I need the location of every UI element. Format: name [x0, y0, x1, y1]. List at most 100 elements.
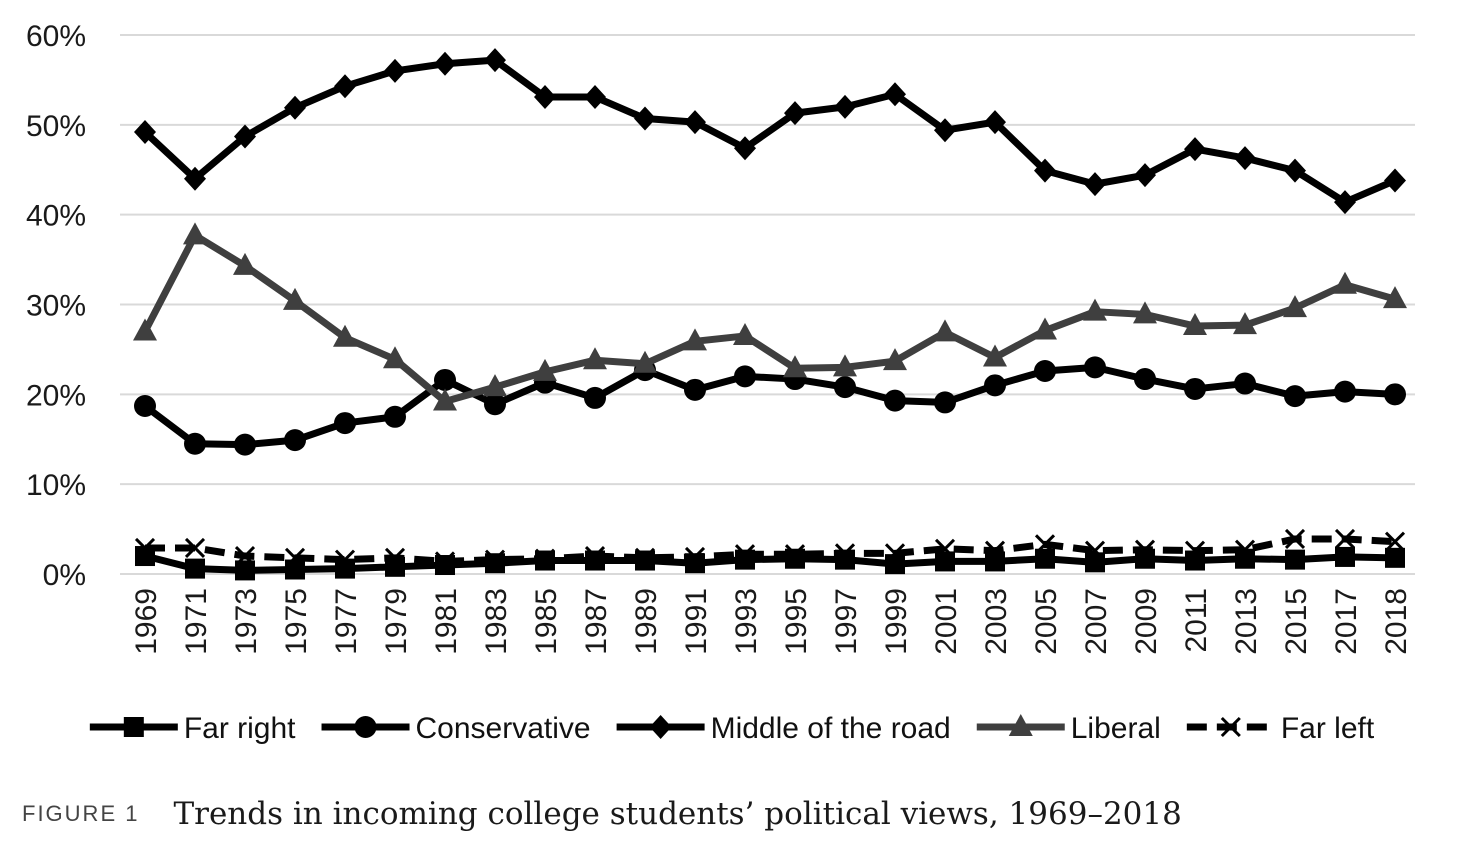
series-line-middle-of-the-road [142, 56, 1397, 206]
data-point-conservative [434, 368, 456, 391]
data-point-liberal [1183, 313, 1207, 336]
data-point-middle-of-the-road [1284, 158, 1306, 183]
data-point-conservative [184, 432, 206, 455]
legend-marker [354, 716, 377, 738]
x-stroke [1284, 528, 1306, 550]
y-axis-tick-labels: 0% 10% 20% 30% 40% 50% 60% [26, 20, 86, 592]
legend-item-liberal: Liberal [976, 712, 1161, 745]
data-point-middle-of-the-road [234, 124, 256, 149]
data-point-liberal [433, 388, 457, 411]
legend-item-far-right: Far right [89, 712, 296, 745]
x-stroke [434, 551, 456, 572]
data-point-liberal [1083, 298, 1107, 321]
series-far-right [135, 546, 1405, 581]
x-tick-label: 1979 [380, 588, 413, 655]
data-point-conservative [1284, 385, 1306, 408]
data-point-far-left [784, 544, 806, 565]
x-tick-label: 2009 [1130, 588, 1163, 655]
x-stroke [484, 549, 506, 570]
data-point-conservative [1034, 359, 1056, 382]
x-tick-label: 1983 [480, 588, 513, 655]
data-point-conservative [834, 376, 856, 399]
x-stroke [684, 546, 706, 567]
data-point-conservative [1384, 383, 1406, 406]
series-line-conservative [142, 363, 1396, 449]
data-point-conservative [934, 391, 956, 414]
data-point-far-left [434, 551, 456, 572]
figure-caption: FIGURE 1 Trends in incoming college stud… [22, 796, 1182, 832]
data-point-far-left [984, 540, 1006, 561]
legend: Far right Conservative Middle of the road L… [89, 712, 1375, 745]
data-point-far-left [634, 547, 656, 568]
data-point-far-right [285, 559, 305, 580]
data-point-middle-of-the-road [984, 110, 1006, 135]
data-point-middle-of-the-road [634, 106, 656, 131]
data-point-liberal [183, 222, 207, 245]
data-point-far-left [884, 543, 906, 564]
x-tick-label: 1985 [530, 588, 563, 655]
data-point-conservative [384, 405, 406, 428]
data-point-middle-of-the-road [334, 74, 356, 99]
data-point-far-left [1234, 539, 1256, 560]
data-point-middle-of-the-road [484, 48, 506, 73]
data-point-far-right [1285, 549, 1305, 570]
x-tick-label: 2017 [1330, 588, 1363, 655]
data-point-conservative [1134, 368, 1156, 391]
data-point-conservative [984, 374, 1006, 397]
x-tick-label: 2007 [1080, 588, 1113, 655]
x-tick-label: 2003 [980, 588, 1013, 655]
data-point-liberal [333, 324, 357, 347]
x-stroke [1220, 716, 1241, 738]
x-stroke [1184, 540, 1206, 561]
data-point-liberal [283, 287, 307, 310]
data-point-conservative [1184, 377, 1206, 400]
data-point-middle-of-the-road [884, 82, 906, 107]
data-point-liberal [833, 354, 857, 377]
data-point-middle-of-the-road [134, 120, 156, 145]
data-point-far-right [885, 554, 905, 575]
data-point-far-left [234, 545, 256, 567]
data-point-far-left [1084, 540, 1106, 561]
legend-item-far-left: Far left [1186, 712, 1375, 745]
x-stroke [834, 543, 856, 564]
y-tick-label: 30% [26, 290, 86, 323]
data-point-middle-of-the-road [184, 166, 206, 191]
data-point-liberal [633, 350, 657, 373]
legend-item-middle-of-the-road: Middle of the road [616, 712, 951, 745]
data-point-liberal [733, 322, 757, 345]
legend-marker [1008, 714, 1033, 736]
x-stroke [984, 540, 1006, 561]
data-point-far-right [1385, 547, 1405, 568]
data-point-liberal [1383, 286, 1407, 309]
data-point-liberal [383, 346, 407, 369]
data-point-far-left [1334, 528, 1356, 550]
data-point-liberal [1283, 295, 1307, 318]
data-point-far-right [1335, 546, 1355, 567]
data-point-liberal [483, 374, 507, 397]
data-point-far-left [1184, 540, 1206, 561]
data-point-liberal [133, 318, 157, 341]
x-tick-label: 2005 [1030, 588, 1063, 655]
series-liberal [133, 222, 1407, 411]
legend-label: Liberal [1071, 712, 1161, 745]
data-point-middle-of-the-road [734, 136, 756, 161]
data-point-far-left [734, 544, 756, 565]
data-point-middle-of-the-road [934, 118, 956, 143]
x-stroke [584, 545, 606, 567]
series-lines [133, 48, 1407, 581]
data-point-middle-of-the-road [1084, 172, 1106, 197]
data-point-conservative [884, 389, 906, 412]
data-point-far-right [235, 560, 255, 581]
data-point-conservative [1234, 372, 1256, 395]
data-point-liberal [533, 358, 557, 381]
data-point-far-left [834, 543, 856, 564]
data-point-liberal [1233, 312, 1257, 335]
x-stroke [184, 537, 206, 559]
data-point-far-right [1085, 552, 1105, 573]
data-point-conservative [1084, 356, 1106, 379]
x-tick-label: 1997 [830, 588, 863, 655]
x-stroke [634, 547, 656, 568]
x-tick-label: 2015 [1280, 588, 1313, 655]
x-stroke [1384, 531, 1406, 552]
x-tick-label: 1973 [230, 588, 263, 655]
